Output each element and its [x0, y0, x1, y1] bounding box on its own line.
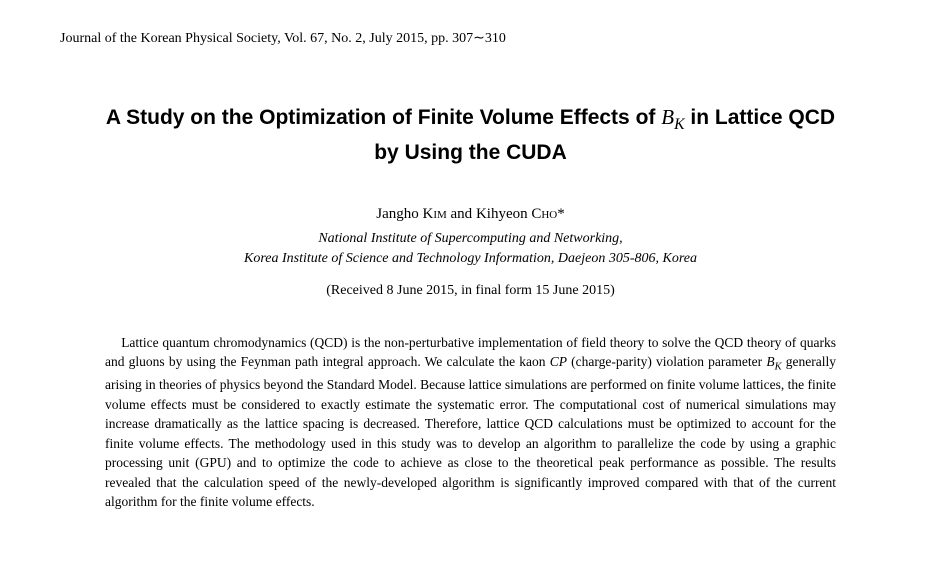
- journal-header: Journal of the Korean Physical Society, …: [60, 30, 881, 47]
- author-2-last: Cho: [531, 206, 557, 222]
- title-math-b: B: [661, 105, 674, 129]
- authors: Jangho Kim and Kihyeon Cho*: [60, 206, 881, 223]
- author-separator: and: [447, 206, 476, 222]
- abstract-bk-b: B: [766, 354, 774, 369]
- author-1-last: Kim: [422, 206, 446, 222]
- author-1-first: Jangho: [376, 206, 422, 222]
- title-math-sub-k: K: [674, 116, 685, 133]
- author-2-mark: *: [557, 206, 565, 222]
- abstract-text-2: (charge-parity) violation parameter: [567, 354, 766, 369]
- abstract-bk-k: K: [775, 362, 782, 373]
- received-dates: (Received 8 June 2015, in final form 15 …: [60, 283, 881, 299]
- abstract-cp: CP: [550, 354, 567, 369]
- paper-title: A Study on the Optimization of Finite Vo…: [60, 102, 881, 168]
- affiliation: National Institute of Supercomputing and…: [60, 229, 881, 268]
- affiliation-line-1: National Institute of Supercomputing and…: [318, 231, 622, 246]
- abstract: Lattice quantum chromodynamics (QCD) is …: [105, 333, 836, 512]
- title-text-1: A Study on the Optimization of Finite Vo…: [106, 106, 661, 129]
- abstract-text-3: generally arising in theories of physics…: [105, 354, 836, 509]
- affiliation-line-2: Korea Institute of Science and Technolog…: [244, 251, 697, 266]
- title-text-2: in Lattice QCD: [685, 106, 836, 129]
- title-line-2: by Using the CUDA: [374, 141, 567, 164]
- author-2-first: Kihyeon: [476, 206, 531, 222]
